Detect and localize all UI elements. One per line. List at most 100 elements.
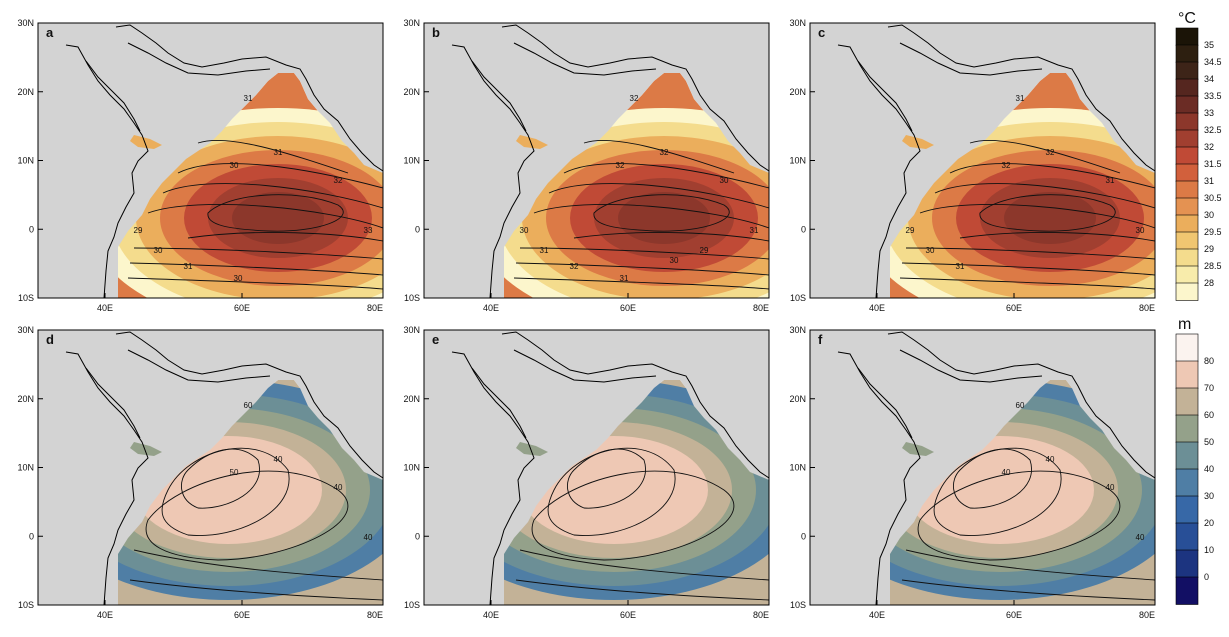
coastline xyxy=(451,24,769,298)
colorbar-label: 60 xyxy=(1204,410,1214,420)
y-tick-label: 30N xyxy=(17,325,34,335)
coastline xyxy=(451,331,769,605)
colorbar-swatch xyxy=(1175,214,1199,233)
contour-label: 40 xyxy=(1002,468,1011,477)
x-tick-label: 80E xyxy=(367,610,383,620)
colorbar-swatch xyxy=(1175,549,1199,578)
mld-colorbar-unit: m xyxy=(1178,316,1191,333)
coastline-inner xyxy=(857,42,1043,132)
land-mask xyxy=(424,23,769,298)
contour-label: 40 xyxy=(1046,455,1055,464)
colorbar-label: 30.5 xyxy=(1204,193,1222,203)
contour-line xyxy=(129,579,383,601)
contour-line xyxy=(515,579,769,601)
y-tick-label: 30N xyxy=(17,18,34,28)
colorbar-swatch xyxy=(1175,387,1199,416)
land-mask xyxy=(810,330,1155,605)
contour-label: 40 xyxy=(334,483,343,492)
colorbar-swatch xyxy=(1175,441,1199,470)
colorbar-swatch xyxy=(1175,248,1199,267)
sea-arm xyxy=(516,442,548,456)
colorbar-swatch xyxy=(1175,61,1199,80)
contour-line xyxy=(583,139,735,174)
contour-line xyxy=(161,447,290,536)
contour-line xyxy=(127,277,383,290)
y-tick-label: 30N xyxy=(403,18,420,28)
contour-line xyxy=(133,549,383,581)
colorbar-swatch xyxy=(1175,146,1199,165)
x-tick-label: 40E xyxy=(97,303,113,313)
contour-label: 32 xyxy=(570,262,579,271)
contour-label: 32 xyxy=(1046,148,1055,157)
sea-arm xyxy=(130,442,162,456)
colorbar-label: 33 xyxy=(1204,108,1214,118)
contour-line xyxy=(959,231,1155,242)
colorbar-swatch xyxy=(1175,95,1199,114)
contour-line xyxy=(519,549,769,581)
coastline-inner xyxy=(85,349,271,439)
contour-line xyxy=(548,183,769,209)
y-tick-label: 10S xyxy=(404,600,420,610)
colorbar-swatch xyxy=(1175,522,1199,551)
colorbar-swatch xyxy=(1175,231,1199,250)
panel-letter: e xyxy=(432,332,439,347)
y-tick-label: 10S xyxy=(790,293,806,303)
colorbar-label: 32.5 xyxy=(1204,125,1222,135)
y-tick-label: 30N xyxy=(789,18,806,28)
contour-label: 31 xyxy=(956,262,965,271)
colorbar-swatch xyxy=(1175,414,1199,443)
x-tick-label: 80E xyxy=(753,610,769,620)
colorbar-swatch xyxy=(1175,129,1199,148)
colorbar-label: 10 xyxy=(1204,545,1214,555)
contour-line xyxy=(563,163,769,189)
y-tick-label: 10S xyxy=(18,600,34,610)
contour-line xyxy=(513,277,769,290)
colorbar-label: 20 xyxy=(1204,518,1214,528)
contour-label: 50 xyxy=(230,468,239,477)
x-tick-label: 60E xyxy=(620,303,636,313)
x-tick-label: 60E xyxy=(1006,610,1022,620)
contour-lines xyxy=(899,139,1155,290)
colorbar-label: 70 xyxy=(1204,383,1214,393)
contour-label: 31 xyxy=(274,148,283,157)
contour-label: 32 xyxy=(616,161,625,170)
x-tick-label: 60E xyxy=(234,610,250,620)
map-body xyxy=(810,330,1155,605)
contour-label: 31 xyxy=(1016,94,1025,103)
contour-line xyxy=(145,470,349,561)
y-tick-label: 0 xyxy=(801,224,806,234)
contour-line xyxy=(901,262,1155,276)
contour-label: 30 xyxy=(1136,226,1145,235)
x-tick-label: 80E xyxy=(1139,303,1155,313)
panel-letter: c xyxy=(818,25,825,40)
contour-label: 40 xyxy=(1106,483,1115,492)
colorbar-label: 34 xyxy=(1204,74,1214,84)
contour-lines xyxy=(513,139,769,290)
panel-letter: a xyxy=(46,25,54,40)
colorbar-label: 31 xyxy=(1204,176,1214,186)
colorbar-label: 28.5 xyxy=(1204,261,1222,271)
land-mask xyxy=(38,330,383,605)
contour-line xyxy=(197,139,349,174)
contour-line xyxy=(533,204,769,229)
contour-line xyxy=(919,204,1155,229)
contour-label: 32 xyxy=(334,176,343,185)
contour-line xyxy=(147,204,383,229)
colorbar-label: 30 xyxy=(1204,491,1214,501)
contour-label: 31 xyxy=(184,262,193,271)
sst-colorbar-unit: °C xyxy=(1178,10,1196,27)
contour-line xyxy=(979,194,1116,232)
sea-arm xyxy=(130,135,162,149)
colorbar-label: 32 xyxy=(1204,142,1214,152)
contour-line xyxy=(899,277,1155,290)
colorbar-swatch xyxy=(1175,468,1199,497)
contour-label: 29 xyxy=(906,226,915,235)
contour-line xyxy=(934,183,1155,209)
panel-f: 60 40 40 40 40 f 30N 20N 10N 0 10S 40E 60E 80E xyxy=(789,325,1156,620)
panel-a: 31 30 31 32 33 29 30 31 30 a 30N 20N 10N 0 10S 40E 60E 80… xyxy=(17,18,384,313)
colorbar-swatch xyxy=(1175,576,1199,605)
contour-label: 30 xyxy=(720,176,729,185)
coastline xyxy=(65,24,383,298)
contour-label: 31 xyxy=(540,246,549,255)
contour-line xyxy=(519,247,769,260)
